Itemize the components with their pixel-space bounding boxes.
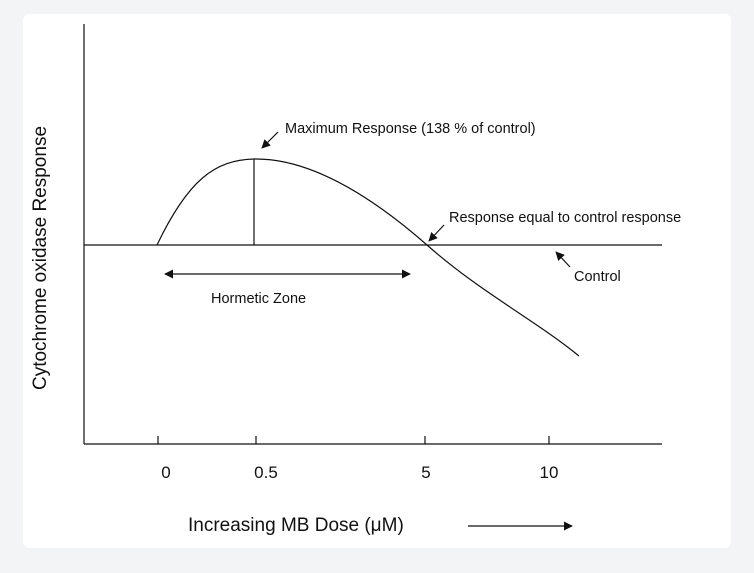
x-ticks [157,436,550,444]
response-curve [156,158,580,357]
equal-pointer-arrow [428,224,445,242]
x-tick-label: 0.5 [254,463,278,482]
hormetic-zone-label: Hormetic Zone [211,291,306,307]
equal-annotation: Response equal to control response [449,210,681,226]
card [23,14,731,548]
max-annotation: Maximum Response (138 % of control) [285,121,536,137]
y-axis-title: Cytochrome oxidase Response [30,126,51,390]
x-axis-title: Increasing MB Dose (μM) [188,515,404,536]
x-tick-label: 10 [540,463,559,482]
x-tick-label: 5 [421,463,430,482]
control-annotation: Control [574,269,621,285]
x-tick-label: 0 [161,463,170,482]
control-pointer-arrow [555,251,571,268]
max-pointer-arrow [261,131,279,149]
